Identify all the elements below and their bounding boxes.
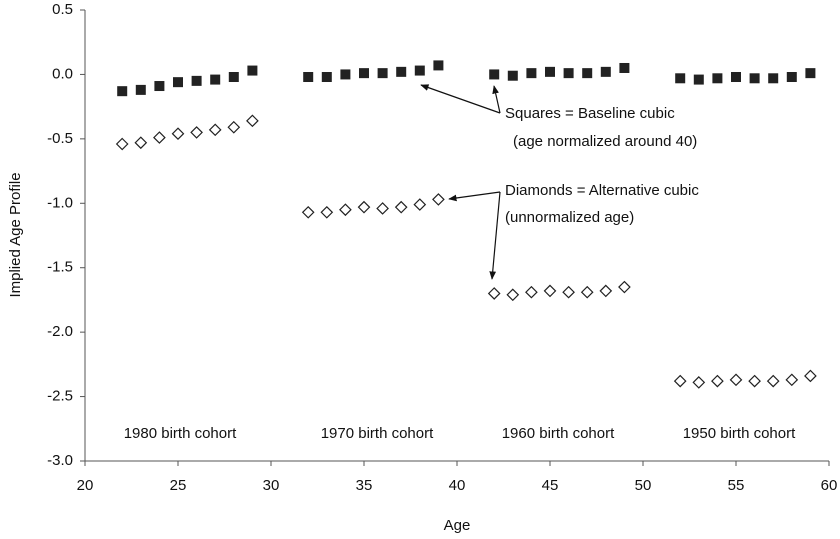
diamond-point	[339, 203, 352, 217]
cohort-label: 1950 birth cohort	[683, 425, 796, 442]
square-point	[805, 68, 816, 79]
square-point	[749, 73, 760, 84]
diamond-point	[804, 369, 817, 383]
annotation-arrow	[420, 84, 501, 114]
square-point	[210, 74, 221, 85]
diamond-point	[562, 285, 575, 299]
cohort-label: 1980 birth cohort	[124, 425, 237, 442]
y-tick-label: -0.5	[47, 130, 73, 147]
diamond-point	[766, 374, 780, 388]
annotation: Squares = Baseline cubic	[505, 105, 675, 122]
y-tick-label: -2.5	[47, 388, 73, 405]
y-tick-label: -1.5	[47, 259, 73, 276]
square-point	[619, 62, 630, 73]
square-point	[675, 73, 686, 84]
cohort-label: 1960 birth cohort	[502, 425, 615, 442]
square-point	[247, 65, 258, 76]
square-point	[563, 68, 574, 79]
diamond-point	[376, 202, 389, 215]
x-tick-label: 40	[449, 477, 466, 494]
y-tick-label: -3.0	[47, 452, 73, 469]
annotation: (unnormalized age)	[505, 209, 634, 226]
annotation: Diamonds = Alternative cubic	[505, 182, 699, 199]
square-point	[396, 66, 407, 77]
square-point	[321, 72, 332, 83]
diamond-point	[580, 285, 594, 299]
x-tick-label: 20	[77, 477, 94, 494]
square-point	[545, 66, 555, 77]
diamond-point	[432, 193, 445, 206]
square-point	[191, 75, 202, 86]
diamond-point	[190, 126, 203, 139]
square-point	[693, 74, 704, 85]
diamond-point	[115, 137, 129, 151]
square-point	[414, 65, 425, 76]
square-point	[786, 72, 797, 83]
diamond-point	[413, 198, 427, 211]
diamond-point	[153, 131, 166, 144]
diamond-point	[208, 123, 222, 137]
diamond-point	[711, 374, 724, 388]
x-tick-label: 30	[263, 477, 280, 494]
y-tick-label: -1.0	[47, 194, 73, 211]
annotation: (age normalized around 40)	[513, 133, 697, 150]
diamond-point	[673, 374, 687, 388]
diamond-point	[227, 120, 241, 134]
y-tick-label: -2.0	[47, 323, 73, 340]
square-point	[731, 72, 741, 83]
square-point	[135, 84, 146, 95]
diamond-point	[543, 284, 557, 298]
square-point	[228, 72, 239, 83]
square-point	[117, 86, 128, 97]
annotation-arrow	[489, 191, 501, 280]
square-point	[712, 73, 723, 84]
square-point	[489, 69, 500, 80]
diamond-point	[246, 114, 259, 128]
square-point	[526, 68, 537, 79]
x-axis-title: Age	[444, 517, 471, 534]
diamond-point	[301, 205, 315, 219]
annotation-arrow	[492, 85, 501, 114]
square-point	[600, 66, 611, 77]
square-point	[340, 69, 351, 80]
diamond-point	[357, 200, 371, 214]
x-tick-label: 55	[728, 477, 745, 494]
square-point	[582, 68, 593, 79]
diamond-point	[487, 287, 501, 300]
diamond-point	[506, 288, 520, 302]
diamond-point	[320, 205, 334, 219]
square-point	[303, 72, 314, 83]
y-axis-title: Implied Age Profile	[7, 172, 24, 297]
diamond-point	[394, 200, 408, 214]
square-point	[377, 68, 388, 79]
square-point	[433, 60, 444, 71]
square-point	[768, 73, 779, 84]
x-tick-label: 35	[356, 477, 373, 494]
diamond-point	[525, 285, 538, 299]
diamond-point	[599, 284, 613, 298]
diamond-point	[785, 373, 799, 387]
diamond-point	[171, 127, 185, 141]
square-point	[359, 68, 369, 79]
diamond-point	[748, 374, 761, 388]
square-point	[507, 70, 518, 81]
y-tick-label: 0.0	[52, 65, 73, 82]
cohort-label: 1970 birth cohort	[321, 425, 434, 442]
square-point	[154, 81, 165, 92]
diamond-point	[692, 376, 706, 389]
annotation-arrow	[448, 191, 501, 202]
x-tick-label: 50	[635, 477, 652, 494]
diamond-point	[729, 373, 743, 387]
x-tick-label: 25	[170, 477, 187, 494]
x-tick-label: 60	[821, 477, 838, 494]
x-tick-label: 45	[542, 477, 559, 494]
square-point	[173, 77, 183, 88]
diamond-point	[134, 136, 148, 150]
diamond-point	[618, 280, 631, 294]
y-tick-label: 0.5	[52, 1, 73, 18]
